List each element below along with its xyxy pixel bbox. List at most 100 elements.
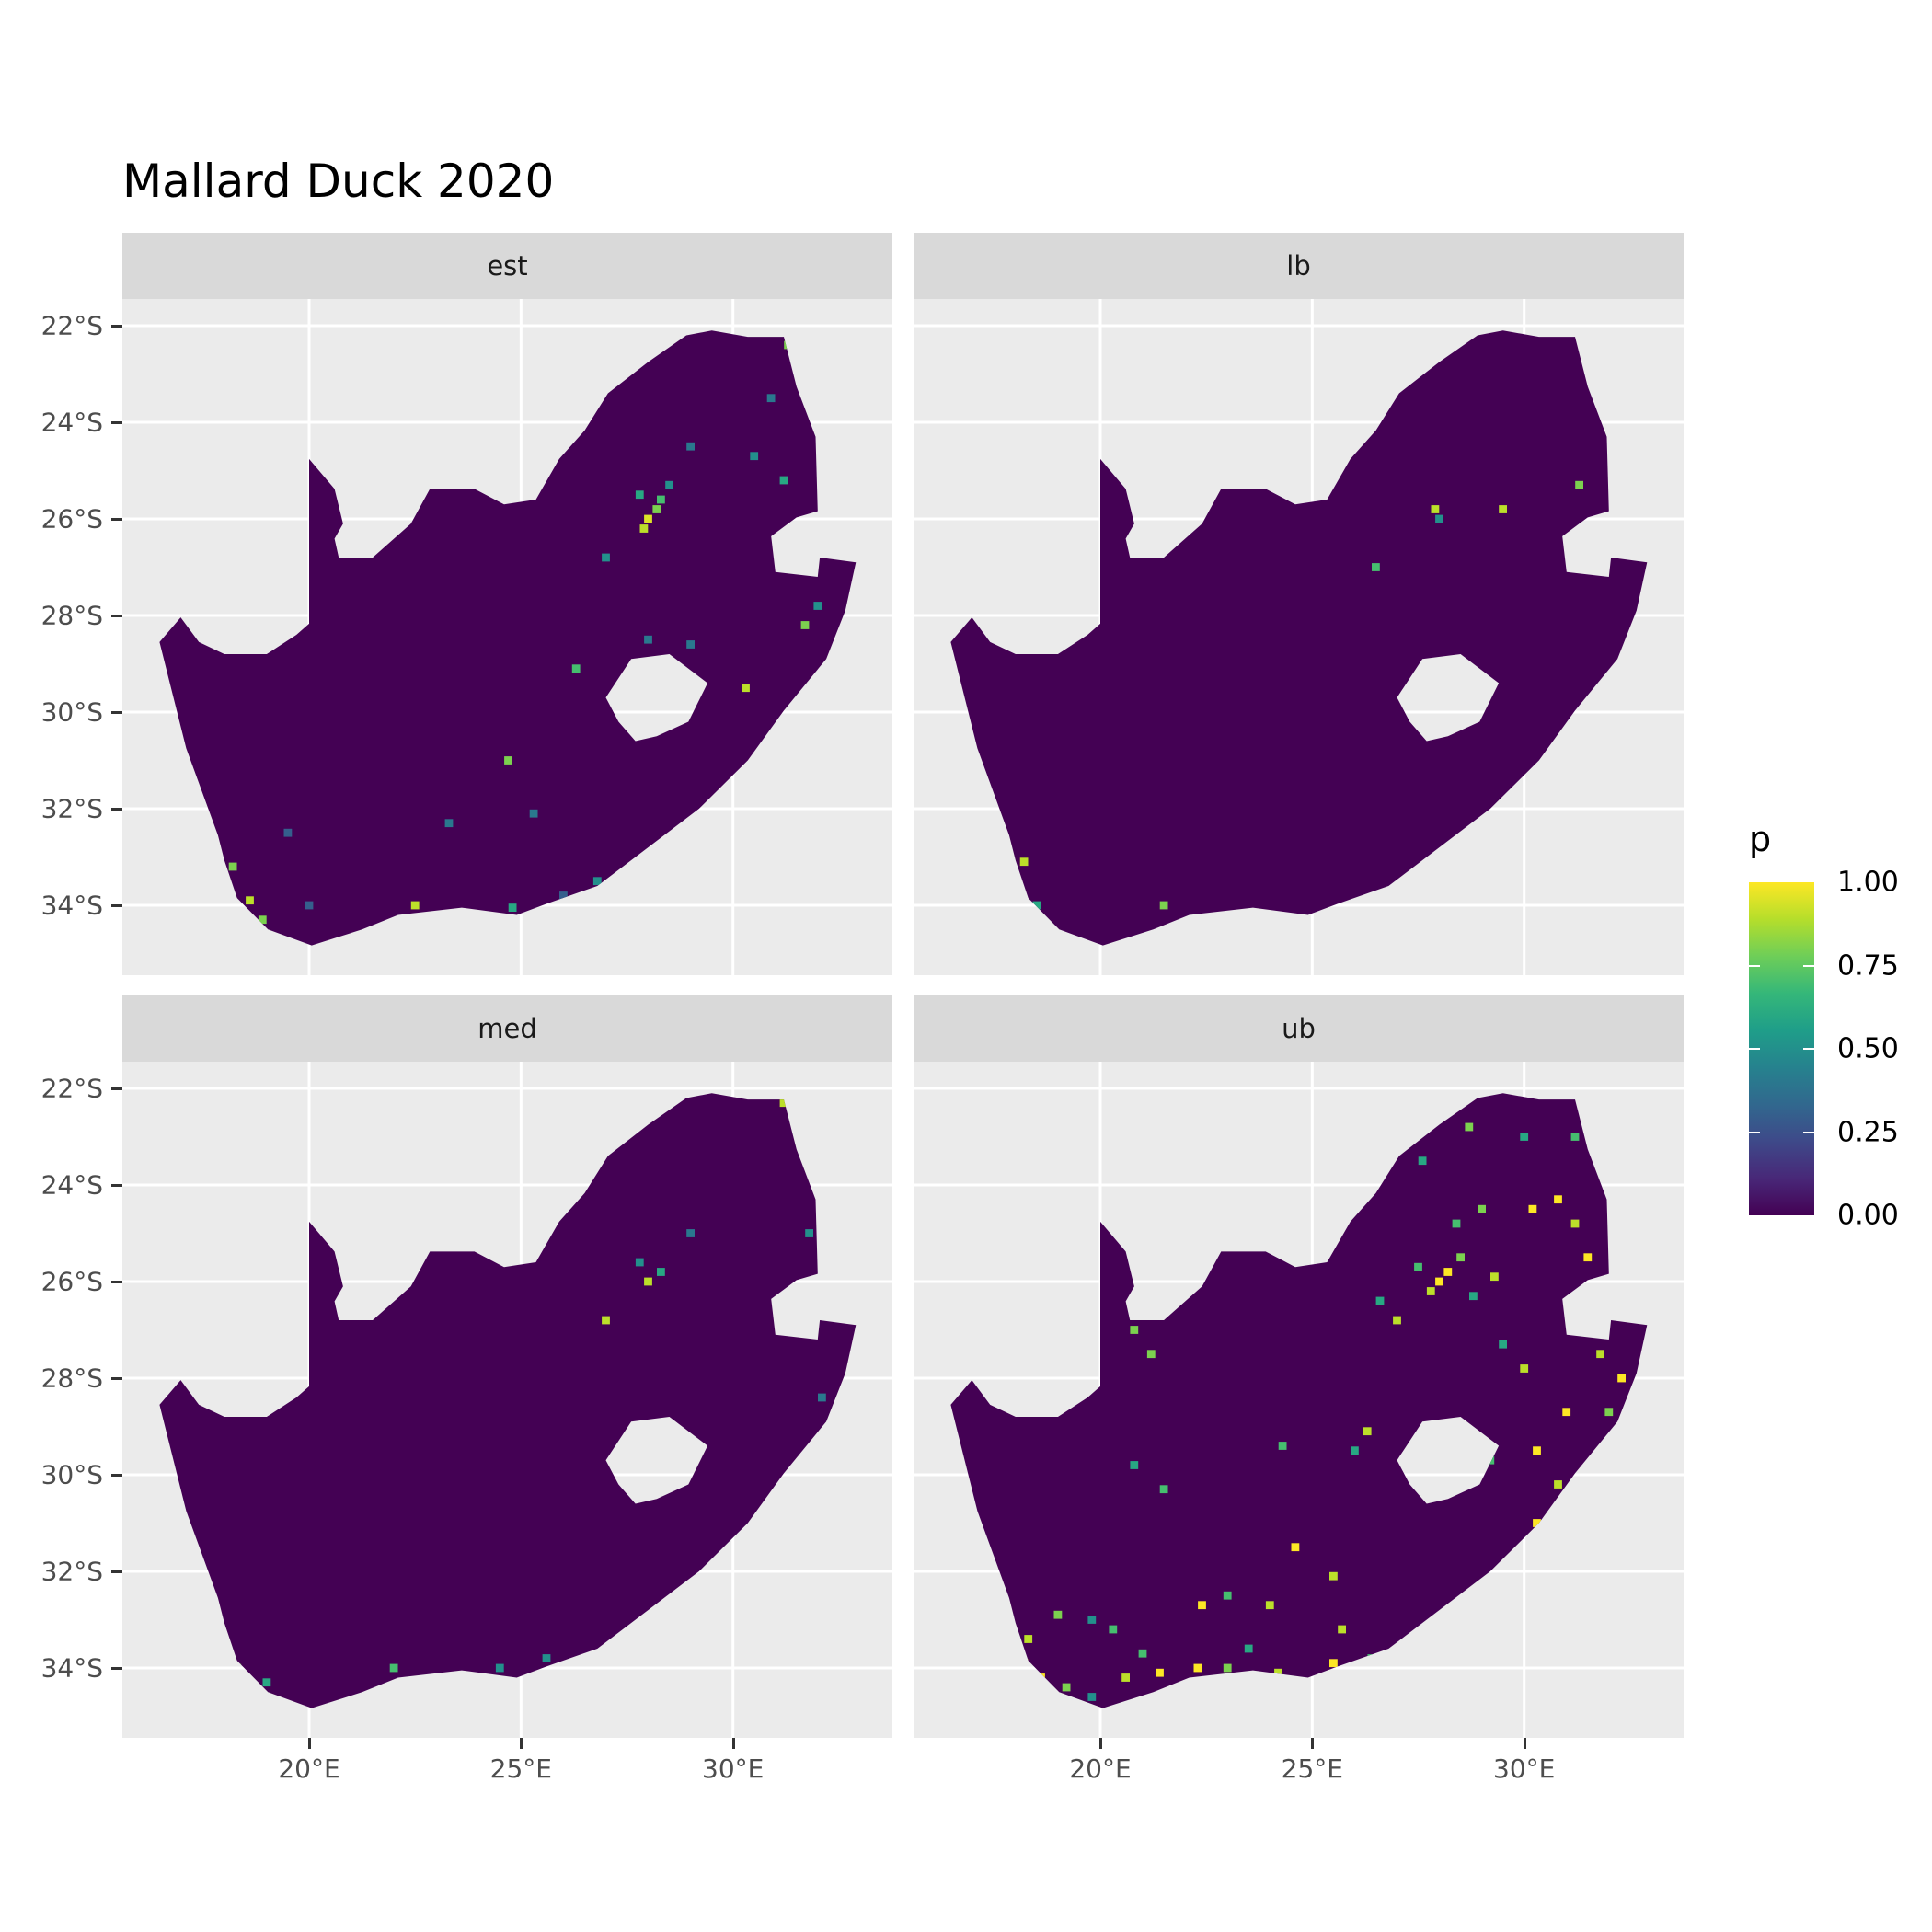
raster-cell xyxy=(686,640,695,649)
y-tick-label: 32°S xyxy=(40,793,103,824)
raster-cell xyxy=(1418,1156,1427,1166)
raster-cell xyxy=(1037,1673,1045,1682)
raster-cell xyxy=(305,901,314,910)
raster-cell xyxy=(1583,1253,1593,1262)
raster-cell xyxy=(1159,1485,1168,1494)
panel-lb xyxy=(914,299,1684,975)
raster-base xyxy=(159,1093,857,1708)
raster-cell xyxy=(389,1663,398,1673)
raster-cell xyxy=(1130,1461,1139,1469)
raster-cell xyxy=(784,340,792,350)
y-tick-label: 24°S xyxy=(40,407,103,438)
raster-cell xyxy=(813,602,822,610)
x-tick xyxy=(1311,1738,1315,1749)
raster-cell xyxy=(1465,1122,1474,1132)
legend-label: 0.00 xyxy=(1837,1199,1899,1232)
raster-cell xyxy=(1087,1616,1097,1624)
y-tick xyxy=(111,1474,122,1477)
y-tick-label: 22°S xyxy=(40,1073,103,1104)
y-tick xyxy=(111,1087,122,1090)
raster-cell xyxy=(1146,1350,1156,1359)
raster-cell xyxy=(1363,1427,1372,1436)
raster-cell xyxy=(800,621,810,629)
y-tick xyxy=(111,1570,122,1573)
facet-label-ub: ub xyxy=(1282,1013,1316,1044)
raster-cell xyxy=(1329,1571,1338,1581)
facet-label-lb: lb xyxy=(1286,250,1311,282)
raster-cell xyxy=(508,903,517,912)
x-tick-label: 25°E xyxy=(1281,1754,1344,1784)
raster-cell xyxy=(1329,1659,1338,1668)
x-tick xyxy=(1523,1738,1526,1749)
raster-cell xyxy=(1053,1610,1063,1619)
y-tick xyxy=(111,325,122,328)
panel-est xyxy=(122,299,892,975)
facet-label-est: est xyxy=(487,250,528,282)
raster-cell xyxy=(228,862,237,871)
raster-cell xyxy=(635,1258,644,1267)
y-tick xyxy=(111,1377,122,1380)
facet-label-med: med xyxy=(477,1013,537,1044)
raster-cell xyxy=(1579,1103,1588,1112)
raster-cell xyxy=(1024,1635,1033,1643)
raster-cell xyxy=(1469,1292,1478,1301)
legend-tick xyxy=(1749,1048,1760,1050)
x-tick xyxy=(731,1738,735,1749)
raster-cell xyxy=(1456,1253,1465,1262)
raster-cell xyxy=(652,505,661,513)
raster-cell xyxy=(750,452,759,461)
x-tick-label: 30°E xyxy=(1493,1754,1556,1784)
chart-title: Mallard Duck 2020 xyxy=(122,155,555,208)
raster-cell xyxy=(1414,1629,1422,1639)
raster-cell xyxy=(779,1098,788,1108)
x-tick-label: 30°E xyxy=(702,1754,765,1784)
y-tick-label: 28°S xyxy=(40,1363,103,1394)
raster-cell xyxy=(818,1393,826,1402)
raster-cell xyxy=(1431,505,1440,513)
raster-cell xyxy=(1554,1480,1562,1489)
y-tick xyxy=(111,1667,122,1670)
raster-base xyxy=(950,330,1648,946)
raster-cell xyxy=(495,1663,504,1673)
y-tick-label: 26°S xyxy=(40,503,103,535)
raster-cell xyxy=(1019,857,1029,867)
map-lb xyxy=(914,299,1684,975)
x-tick xyxy=(1099,1738,1102,1749)
y-tick xyxy=(111,421,122,424)
raster-cell xyxy=(1570,1219,1580,1228)
raster-cell xyxy=(742,1538,750,1547)
raster-cell xyxy=(805,1229,813,1237)
raster-cell xyxy=(742,684,750,693)
raster-cell xyxy=(1562,1408,1571,1417)
raster-cell xyxy=(559,891,568,900)
raster-cell xyxy=(529,809,538,818)
legend-label: 0.50 xyxy=(1837,1032,1899,1065)
map-ub xyxy=(914,1062,1684,1738)
panel-ub xyxy=(914,1062,1684,1738)
raster-cell xyxy=(246,896,254,905)
raster-cell xyxy=(571,664,581,673)
raster-cell xyxy=(504,756,512,765)
y-tick xyxy=(111,808,122,811)
raster-cell xyxy=(1367,1654,1376,1662)
raster-cell xyxy=(1244,1644,1253,1653)
y-tick-label: 26°S xyxy=(40,1266,103,1297)
raster-cell xyxy=(1617,1374,1626,1383)
raster-cell xyxy=(686,442,695,451)
map-med xyxy=(122,1062,892,1738)
raster-cell xyxy=(1372,563,1380,571)
y-tick-label: 30°S xyxy=(40,696,103,728)
raster-cell xyxy=(1575,480,1583,489)
legend-tick xyxy=(1803,964,1814,967)
raster-cell xyxy=(1130,1326,1139,1334)
raster-cell xyxy=(1528,1204,1537,1213)
raster-cell xyxy=(1414,1262,1422,1271)
raster-cell xyxy=(1138,1649,1147,1658)
raster-cell xyxy=(444,819,454,828)
raster-cell xyxy=(1570,1133,1580,1141)
y-tick xyxy=(111,1184,122,1187)
raster-cell xyxy=(1533,1519,1541,1527)
raster-cell xyxy=(602,1316,610,1325)
raster-cell xyxy=(1443,1268,1453,1276)
legend-title: p xyxy=(1749,819,1772,859)
